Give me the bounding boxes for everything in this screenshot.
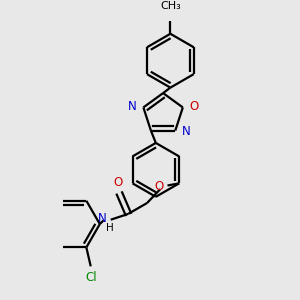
Text: O: O xyxy=(189,100,199,113)
Text: CH₃: CH₃ xyxy=(160,1,181,11)
Text: N: N xyxy=(182,125,190,138)
Text: Cl: Cl xyxy=(85,271,97,284)
Text: H: H xyxy=(106,224,114,233)
Text: N: N xyxy=(98,212,106,226)
Text: N: N xyxy=(128,100,137,113)
Text: O: O xyxy=(154,180,163,193)
Text: O: O xyxy=(113,176,123,189)
